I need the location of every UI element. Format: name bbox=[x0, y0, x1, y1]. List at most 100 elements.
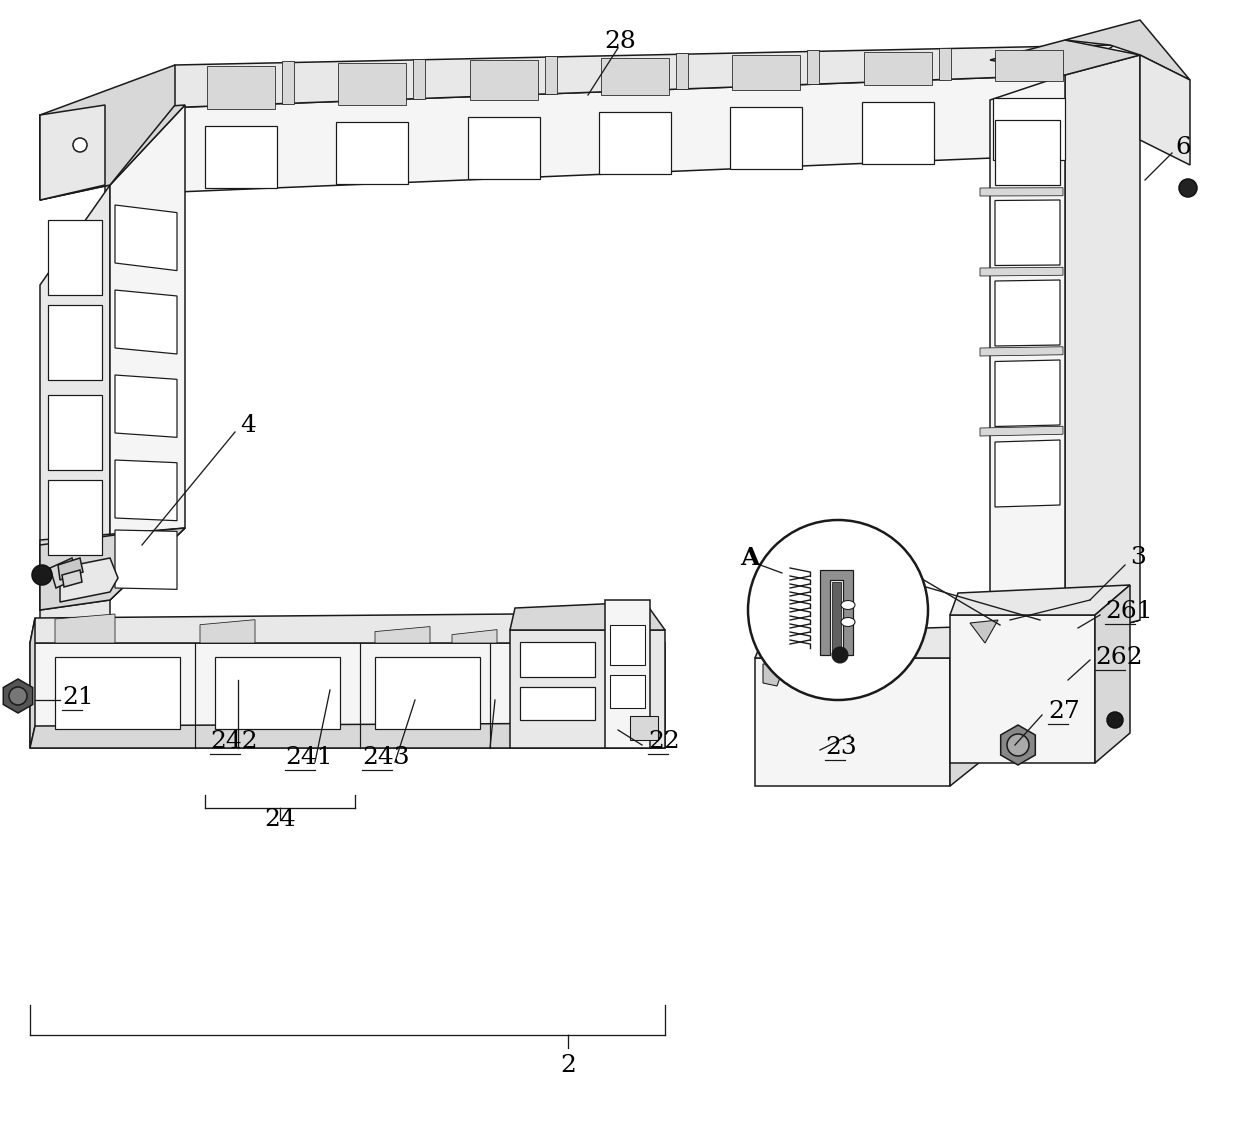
Polygon shape bbox=[48, 395, 102, 470]
Polygon shape bbox=[755, 626, 990, 658]
Polygon shape bbox=[281, 61, 294, 104]
Polygon shape bbox=[994, 120, 1060, 184]
Text: 2: 2 bbox=[560, 1053, 575, 1077]
Polygon shape bbox=[520, 687, 595, 720]
Text: 261: 261 bbox=[1105, 601, 1152, 623]
Polygon shape bbox=[40, 600, 110, 655]
Polygon shape bbox=[820, 570, 853, 655]
Circle shape bbox=[748, 520, 928, 700]
Polygon shape bbox=[30, 644, 665, 748]
Polygon shape bbox=[994, 440, 1060, 507]
Text: 27: 27 bbox=[1048, 701, 1080, 723]
Polygon shape bbox=[215, 657, 340, 729]
Polygon shape bbox=[48, 480, 102, 555]
Circle shape bbox=[1107, 712, 1123, 728]
Text: 21: 21 bbox=[62, 686, 94, 710]
Polygon shape bbox=[676, 53, 688, 89]
Polygon shape bbox=[610, 675, 645, 708]
Polygon shape bbox=[601, 57, 670, 94]
Polygon shape bbox=[630, 716, 658, 740]
Circle shape bbox=[1007, 734, 1029, 756]
Text: 22: 22 bbox=[649, 730, 680, 754]
Circle shape bbox=[832, 647, 848, 663]
Polygon shape bbox=[520, 642, 595, 677]
Polygon shape bbox=[30, 618, 35, 748]
Polygon shape bbox=[605, 600, 650, 748]
Polygon shape bbox=[115, 530, 177, 590]
Text: A: A bbox=[740, 546, 760, 570]
Polygon shape bbox=[40, 65, 175, 200]
Polygon shape bbox=[48, 220, 102, 295]
Polygon shape bbox=[950, 626, 990, 786]
Polygon shape bbox=[205, 126, 277, 188]
Polygon shape bbox=[40, 528, 185, 610]
Text: 6: 6 bbox=[1176, 136, 1190, 160]
Polygon shape bbox=[763, 664, 785, 686]
Polygon shape bbox=[980, 346, 1063, 356]
Polygon shape bbox=[990, 620, 1140, 650]
Polygon shape bbox=[980, 426, 1063, 436]
Text: 28: 28 bbox=[604, 30, 636, 54]
Text: 24: 24 bbox=[264, 809, 296, 831]
Polygon shape bbox=[115, 460, 177, 521]
Polygon shape bbox=[339, 63, 407, 105]
Polygon shape bbox=[990, 75, 1065, 650]
Polygon shape bbox=[48, 305, 102, 380]
Text: 243: 243 bbox=[362, 747, 409, 770]
Polygon shape bbox=[200, 620, 255, 643]
Polygon shape bbox=[115, 375, 177, 438]
Text: 4: 4 bbox=[241, 414, 255, 436]
Polygon shape bbox=[970, 620, 998, 643]
Polygon shape bbox=[864, 52, 931, 86]
Polygon shape bbox=[413, 58, 425, 99]
Polygon shape bbox=[110, 105, 185, 600]
Polygon shape bbox=[510, 602, 665, 630]
Polygon shape bbox=[990, 40, 1140, 75]
Polygon shape bbox=[40, 184, 110, 610]
Polygon shape bbox=[105, 75, 1065, 195]
Polygon shape bbox=[115, 290, 177, 354]
Polygon shape bbox=[50, 558, 78, 588]
Polygon shape bbox=[950, 585, 1130, 615]
Polygon shape bbox=[510, 630, 665, 748]
Polygon shape bbox=[105, 45, 1115, 110]
Polygon shape bbox=[55, 614, 115, 643]
Polygon shape bbox=[207, 66, 275, 109]
Ellipse shape bbox=[841, 601, 856, 610]
Polygon shape bbox=[60, 558, 118, 602]
Text: 262: 262 bbox=[1095, 647, 1142, 669]
Polygon shape bbox=[733, 55, 800, 90]
Polygon shape bbox=[994, 200, 1060, 266]
Polygon shape bbox=[336, 122, 408, 183]
Polygon shape bbox=[599, 112, 671, 174]
Polygon shape bbox=[755, 658, 950, 786]
Polygon shape bbox=[994, 360, 1060, 426]
Polygon shape bbox=[115, 205, 177, 271]
Polygon shape bbox=[374, 657, 480, 729]
Text: 3: 3 bbox=[1130, 547, 1146, 569]
Polygon shape bbox=[374, 627, 430, 644]
Polygon shape bbox=[40, 105, 185, 200]
Polygon shape bbox=[1001, 724, 1035, 765]
Text: 242: 242 bbox=[210, 730, 258, 754]
Polygon shape bbox=[807, 51, 820, 84]
Polygon shape bbox=[980, 188, 1063, 196]
Polygon shape bbox=[30, 613, 665, 643]
Polygon shape bbox=[1065, 55, 1140, 640]
Polygon shape bbox=[950, 615, 1095, 763]
Text: 241: 241 bbox=[285, 747, 332, 770]
Ellipse shape bbox=[841, 618, 856, 627]
Circle shape bbox=[1179, 179, 1197, 197]
Polygon shape bbox=[980, 268, 1063, 276]
Text: 23: 23 bbox=[825, 737, 857, 759]
Polygon shape bbox=[1065, 20, 1190, 80]
Circle shape bbox=[32, 565, 52, 585]
Polygon shape bbox=[62, 570, 82, 587]
Polygon shape bbox=[453, 630, 497, 644]
Polygon shape bbox=[862, 102, 934, 164]
Polygon shape bbox=[994, 280, 1060, 346]
Polygon shape bbox=[610, 626, 645, 665]
Polygon shape bbox=[470, 61, 538, 100]
Polygon shape bbox=[544, 56, 557, 94]
Polygon shape bbox=[993, 98, 1065, 160]
